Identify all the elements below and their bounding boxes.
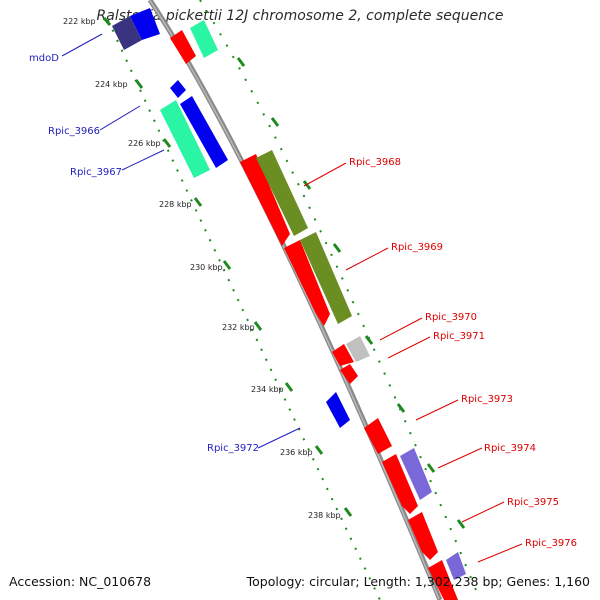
leader-line-rpic-3972 [257,427,301,449]
gene-feature-rpic-3976[interactable] [428,560,458,600]
tick-mark [284,382,294,392]
gene-feature-cds[interactable] [130,8,160,40]
leader-line-rpic-3966 [99,105,141,131]
gene-feature-mdoD[interactable] [112,16,142,50]
backbone-highlight [148,0,440,600]
leader-line-rpic-3968 [303,162,347,187]
leader-line-rpic-3974 [437,447,483,469]
leader-line-mdoD [61,33,103,57]
gene-feature-rpic-3974-purple[interactable] [400,448,432,500]
gene-feature-rpic-3971[interactable] [340,364,358,384]
gene-feature-rpic-3968-green[interactable] [256,150,308,236]
leader-line-rpic-3975 [461,501,505,523]
gene-label-mdoD[interactable]: mdoD [29,53,59,64]
gene-feature-rpic-3970-gray[interactable] [346,336,370,362]
tick-label: 230 kbp [190,263,223,272]
gene-label-rpic-3975[interactable]: Rpic_3975 [507,497,559,508]
gene-feature-rpic-3973[interactable] [364,418,392,454]
tick-label: 222 kbp [63,17,96,26]
tick-mark [134,79,144,89]
gene-label-rpic-3974[interactable]: Rpic_3974 [484,443,536,454]
gene-label-rpic-3976[interactable]: Rpic_3976 [525,538,577,549]
gene-label-rpic-3968[interactable]: Rpic_3968 [349,157,401,168]
tick-mark [456,519,466,529]
tick-mark [364,335,374,345]
tick-label: 226 kbp [128,139,161,148]
gene-features [112,8,466,600]
tick-mark [162,138,172,148]
gene-feature-rpic-3966-long[interactable] [180,96,228,168]
tick-label: 224 kbp [95,80,128,89]
leader-line-rpic-3973 [415,399,459,421]
backbone-line [147,0,443,600]
tick-mark [236,57,246,67]
gene-feature-rpic-3970[interactable] [332,344,354,366]
scale-ticks: 222 kbp 224 kbp 226 kbp 228 kbp 230 kbp … [63,17,466,529]
gene-feature-rpic-3972[interactable] [326,392,350,428]
gene-label-rpic-3967[interactable]: Rpic_3967 [70,167,122,178]
gene-feature-cds[interactable] [170,30,196,64]
gene-feature-rpic-3975[interactable] [408,512,438,560]
leader-line-rpic-3976 [477,543,523,563]
tick-mark [222,260,232,270]
tick-mark [302,180,312,190]
tick-mark [270,117,280,127]
gene-feature-rpic-3966[interactable] [170,80,186,98]
tick-mark [396,403,406,413]
gene-label-rpic-3970[interactable]: Rpic_3970 [425,312,477,323]
topology-summary: Topology: circular; Length: 1,302,238 bp… [246,574,590,589]
gene-feature-cds[interactable] [190,20,218,58]
gene-feature-rpic-3968[interactable] [240,154,290,246]
leader-line-rpic-3967 [121,149,165,171]
tick-mark [253,321,263,331]
tick-rings [107,0,481,600]
accession-text: Accession: NC_010678 [9,574,152,589]
map-title: Ralstonia pickettii 12J chromosome 2, co… [96,8,504,24]
outer-tick-ring [199,0,481,600]
gene-label-rpic-3971[interactable]: Rpic_3971 [433,331,485,342]
tick-mark [426,463,436,473]
tick-label: 232 kbp [222,323,255,332]
gene-label-rpic-3966[interactable]: Rpic_3966 [48,126,100,137]
tick-mark [193,197,203,207]
gene-feature-rpic-3969-green[interactable] [300,232,352,324]
leader-lines [61,33,523,563]
leader-line-rpic-3970 [379,317,423,341]
tick-label: 228 kbp [159,200,192,209]
gene-labels: mdoD Rpic_3966 Rpic_3967 Rpic_3968 Rpic_… [29,53,577,549]
tick-mark [102,17,112,26]
gene-feature-rpic-3967[interactable] [160,100,210,178]
gene-label-rpic-3973[interactable]: Rpic_3973 [461,394,513,405]
backbone [147,0,443,600]
leader-line-rpic-3969 [345,247,389,271]
leader-line-rpic-3971 [387,336,431,359]
gene-feature-rpic-3969[interactable] [284,240,330,326]
gene-label-rpic-3972[interactable]: Rpic_3972 [207,443,259,454]
gene-feature-rpic-3976-purple[interactable] [446,552,466,580]
tick-mark [332,243,342,253]
tick-mark [314,445,324,455]
gene-label-rpic-3969[interactable]: Rpic_3969 [391,242,443,253]
tick-label: 234 kbp [251,385,284,394]
gene-feature-rpic-3974[interactable] [382,454,418,514]
tick-label: 238 kbp [308,511,341,520]
tick-label: 236 kbp [280,448,313,457]
tick-mark [343,507,353,517]
